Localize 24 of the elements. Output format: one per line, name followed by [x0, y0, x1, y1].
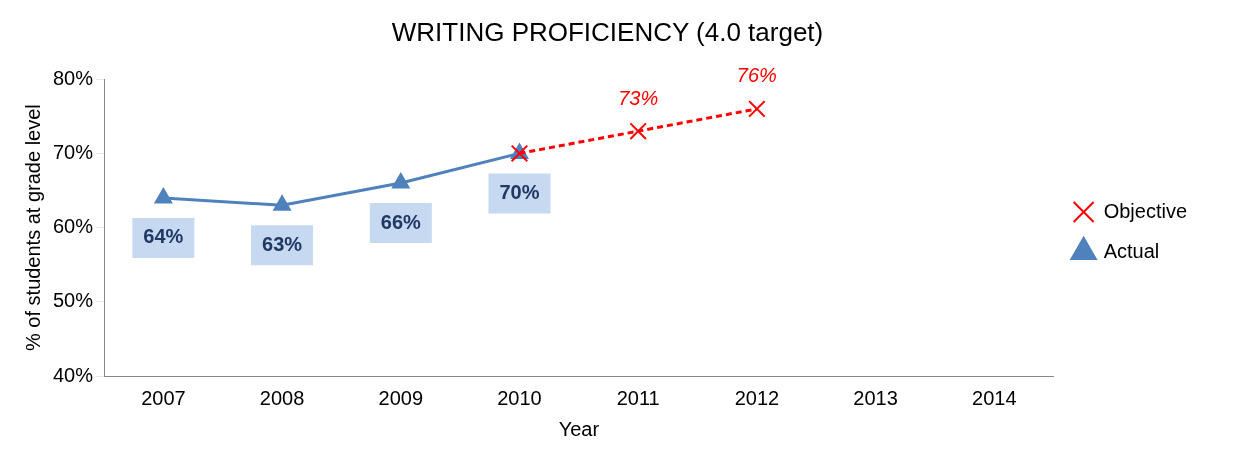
- y-tick-label: 40%: [53, 363, 94, 386]
- y-tick-label: 70%: [53, 140, 94, 163]
- x-tick-label: 2012: [734, 386, 780, 409]
- y-tick-label: 80%: [53, 66, 94, 89]
- y-tick-label: 50%: [53, 289, 94, 312]
- x-tick-label: 2014: [972, 386, 1017, 409]
- x-tick-label: 2010: [497, 386, 542, 409]
- legend-label: Actual: [1103, 239, 1160, 262]
- x-tick-label: 2013: [853, 386, 898, 409]
- x-tick-label: 2008: [259, 386, 305, 409]
- chart-title: WRITING PROFICIENCY (4.0 target): [391, 16, 824, 47]
- x-tick-label: 2011: [616, 386, 660, 409]
- x-tick-label: 2009: [378, 386, 424, 409]
- legend-label: Objective: [1103, 199, 1188, 222]
- x-tick-label: 2007: [141, 386, 186, 409]
- data-label: 66%: [380, 210, 422, 233]
- data-label: 63%: [262, 232, 303, 255]
- y-axis-title: % of students at grade level: [21, 104, 44, 352]
- data-label: 73%: [618, 86, 659, 109]
- data-label: 64%: [143, 225, 184, 248]
- y-tick-label: 60%: [53, 215, 94, 238]
- data-label: 76%: [736, 64, 777, 87]
- data-label: 70%: [499, 180, 540, 203]
- x-axis-title: Year: [558, 417, 600, 440]
